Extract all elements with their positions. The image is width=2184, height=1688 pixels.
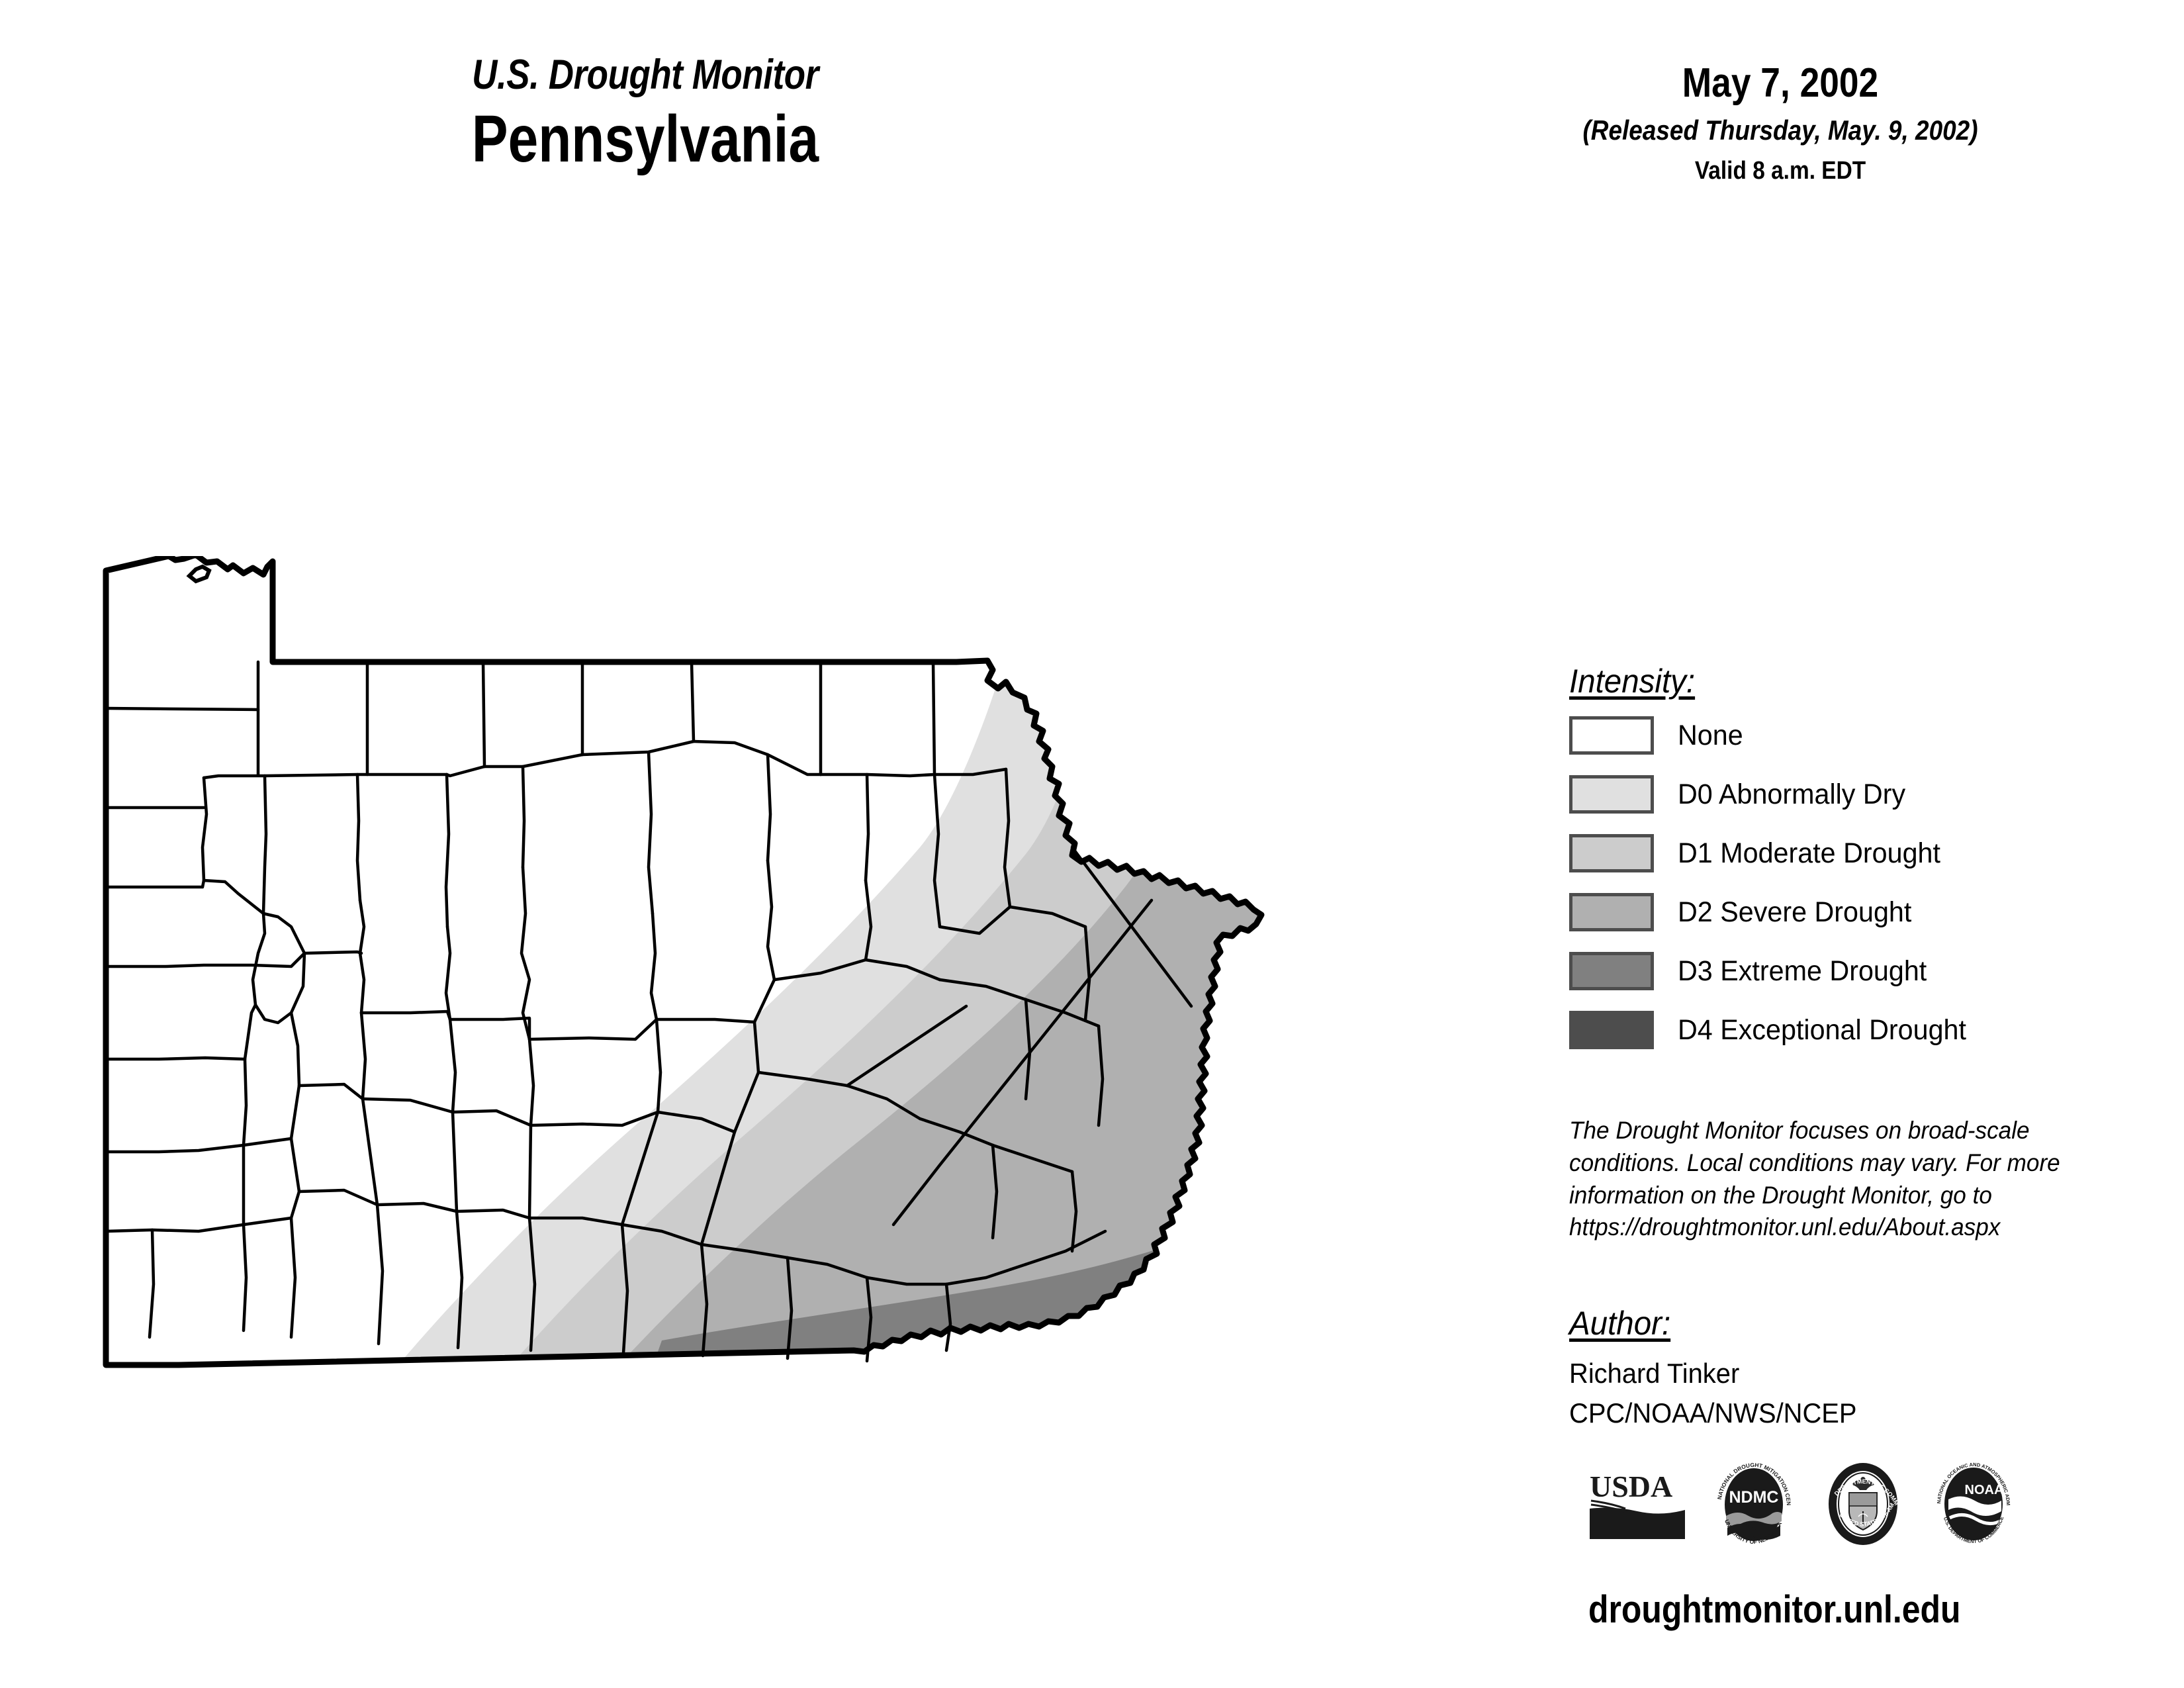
noaa-logo: NOAA NATIONAL OCEANIC AND ATMOSPHERIC AD… (1931, 1455, 2015, 1552)
legend-item-none: None (1569, 715, 2099, 756)
release-date: (Released Thursday, May. 9, 2002) (1582, 115, 1978, 146)
legend-item-d4: D4 Exceptional Drought (1569, 1009, 2099, 1051)
usda-logo: USDA (1588, 1465, 1688, 1548)
disclaimer-text: The Drought Monitor focuses on broad-sca… (1569, 1117, 2060, 1241)
ndmc-logo: NDMC NATIONAL DROUGHT MITIGATION CENTER … (1712, 1456, 1794, 1551)
legend-label-d2: D2 Severe Drought (1678, 896, 1912, 928)
presque-isle-detail (186, 564, 212, 584)
legend-swatch-d3 (1569, 952, 1654, 990)
legend-label-d3: D3 Extreme Drought (1678, 955, 1927, 987)
legend-item-d2: D2 Severe Drought (1569, 892, 2099, 933)
author-name: Richard Tinker (1569, 1358, 1740, 1389)
author-affiliation: CPC/NOAA/NWS/NCEP (1569, 1397, 1857, 1429)
page-title-state: Pennsylvania (471, 102, 819, 177)
legend-item-d0: D0 Abnormally Dry (1569, 774, 2099, 815)
legend-label-d4: D4 Exceptional Drought (1678, 1013, 1966, 1046)
valid-time: Valid 8 a.m. EDT (1694, 157, 1866, 185)
legend-heading: Intensity: (1569, 663, 1696, 700)
author-heading: Author: (1569, 1305, 1671, 1342)
county-boundaries (104, 660, 1193, 1363)
svg-text:NDMC: NDMC (1729, 1488, 1779, 1507)
svg-text:NOAA: NOAA (1965, 1483, 2004, 1497)
legend-label-none: None (1678, 719, 1743, 751)
footer-url: droughtmonitor.unl.edu (1588, 1588, 1961, 1631)
page-title-program: U.S. Drought Monitor (472, 52, 819, 98)
legend-swatch-d0 (1569, 775, 1654, 814)
legend-item-d1: D1 Moderate Drought (1569, 833, 2099, 874)
drought-map (66, 556, 1549, 1403)
legend-label-d0: D0 Abnormally Dry (1678, 778, 1906, 810)
legend-swatch-d2 (1569, 893, 1654, 931)
legend-swatch-none (1569, 716, 1654, 755)
map-svg (103, 556, 1265, 1368)
legend-swatch-d4 (1569, 1011, 1654, 1049)
legend: Intensity: None D0 Abnormally Dry D1 Mod… (1569, 662, 2099, 1068)
agency-logo-row: USDA NDMC NATIONAL DROUGHT MITIGATION CE… (1588, 1454, 2091, 1556)
valid-date: May 7, 2002 (1682, 60, 1879, 106)
legend-label-d1: D1 Moderate Drought (1678, 837, 1940, 869)
doc-seal-logo: DEPARTMENT OF COMMERCE UNITED STATES OF … (1818, 1454, 1906, 1552)
legend-item-d3: D3 Extreme Drought (1569, 951, 2099, 992)
header-date-block: May 7, 2002 (Released Thursday, May. 9, … (1482, 60, 2078, 185)
header-title-block: U.S. Drought Monitor Pennsylvania (265, 53, 1026, 176)
state-outline (103, 556, 1265, 1368)
svg-text:USDA: USDA (1590, 1470, 1672, 1503)
author-block: Author: Richard Tinker CPC/NOAA/NWS/NCEP (1569, 1304, 2099, 1431)
legend-swatch-d1 (1569, 834, 1654, 872)
